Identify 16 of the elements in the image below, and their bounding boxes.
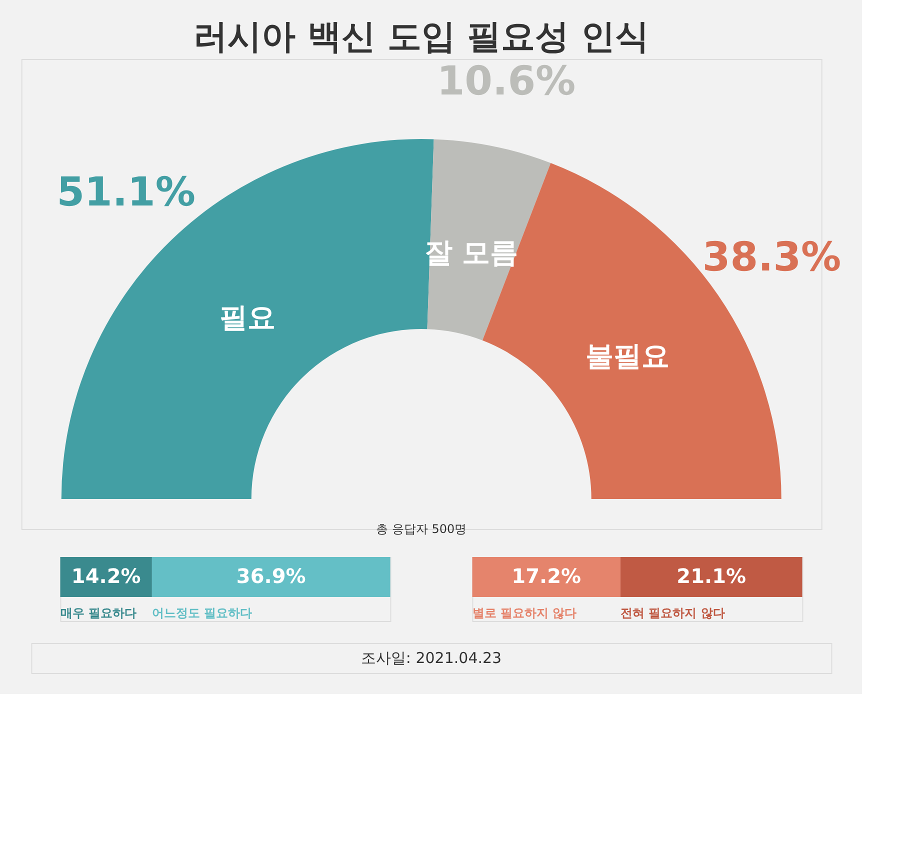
- text: 조사일: 2021.04.23: [360, 649, 502, 667]
- data-label: 14.2%: [71, 564, 141, 588]
- data-label: 21.1%: [676, 564, 746, 588]
- slice-label: 필요: [220, 301, 276, 334]
- series-label: 전혀 필요하지 않다: [620, 606, 725, 620]
- series-label: 별로 필요하지 않다: [472, 606, 577, 620]
- slice-label: 불필요: [585, 340, 670, 373]
- data-label: 38.3%: [702, 234, 842, 280]
- data-label: 36.9%: [236, 564, 306, 588]
- text: 총 응답자 500명: [376, 522, 467, 536]
- series-label: 매우 필요하다: [60, 606, 136, 620]
- series-label: 어느정도 필요하다: [152, 606, 252, 620]
- data-label: 10.6%: [436, 58, 576, 105]
- data-label: 51.1%: [56, 169, 196, 216]
- data-label: 17.2%: [512, 564, 582, 588]
- chart-title: 러시아 백신 도입 필요성 인식: [194, 17, 650, 57]
